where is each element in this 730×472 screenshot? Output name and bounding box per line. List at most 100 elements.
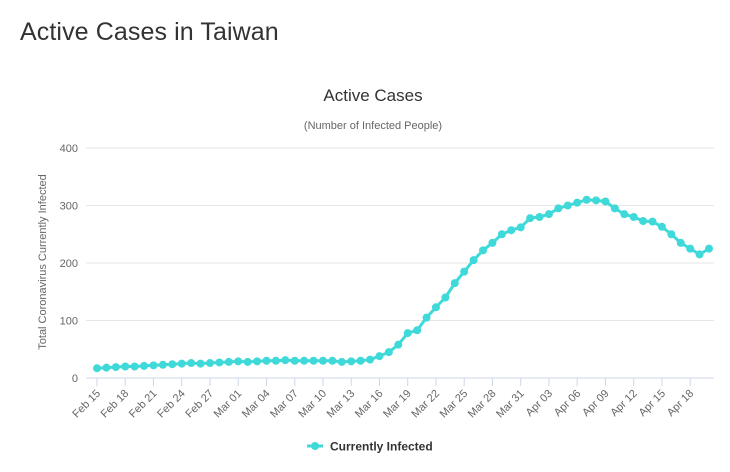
- data-point: [187, 359, 196, 368]
- data-point: [271, 356, 280, 365]
- x-tick-label: Apr 15: [637, 388, 668, 419]
- data-point: [111, 363, 120, 372]
- x-tick-label: Feb 27: [183, 388, 216, 421]
- data-point: [140, 361, 149, 370]
- data-point: [121, 362, 130, 371]
- data-point: [375, 352, 384, 361]
- x-tick-label: Mar 07: [268, 388, 301, 421]
- data-point: [441, 293, 450, 302]
- x-tick-label: Feb 18: [99, 388, 132, 421]
- data-point: [337, 357, 346, 366]
- data-point: [413, 326, 422, 335]
- data-point: [243, 357, 252, 366]
- y-axis-title: Total Coronavirus Currently Infected: [37, 174, 49, 349]
- x-tick-label: Mar 04: [240, 388, 273, 421]
- data-point: [93, 364, 101, 373]
- x-tick-label: Mar 31: [494, 388, 527, 421]
- data-point: [648, 217, 657, 226]
- data-point: [544, 210, 553, 219]
- data-point: [573, 198, 582, 207]
- data-point: [215, 358, 224, 367]
- series-line: [95, 198, 711, 370]
- data-point: [686, 244, 695, 253]
- data-point: [205, 359, 214, 368]
- data-point: [262, 356, 271, 365]
- y-tick-label: 100: [60, 316, 78, 328]
- data-point: [507, 226, 516, 235]
- data-point: [290, 356, 299, 365]
- x-tick-label: Feb 24: [155, 388, 188, 421]
- data-point: [620, 210, 629, 219]
- data-point: [601, 197, 610, 206]
- page-heading: Active Cases in Taiwan: [20, 18, 279, 46]
- x-tick-label: Apr 03: [524, 388, 555, 419]
- x-tick-label: Mar 01: [212, 388, 245, 421]
- data-point: [535, 213, 544, 221]
- data-point: [366, 355, 375, 364]
- data-point: [431, 303, 440, 312]
- data-point: [158, 360, 167, 369]
- data-point: [610, 204, 619, 213]
- data-point: [102, 363, 111, 372]
- legend-marker-icon: [311, 442, 319, 450]
- data-point: [356, 356, 365, 365]
- data-point: [422, 313, 431, 322]
- legend[interactable]: Currently Infected: [307, 440, 433, 454]
- chart-title: Active Cases: [323, 86, 422, 105]
- data-point: [629, 213, 638, 221]
- data-point: [177, 359, 186, 368]
- x-tick-label: Mar 10: [296, 388, 329, 421]
- x-tick-label: Mar 22: [409, 388, 442, 421]
- y-tick-label: 400: [60, 143, 78, 155]
- data-point: [196, 359, 205, 368]
- data-point: [149, 361, 158, 370]
- data-point: [479, 246, 488, 255]
- data-point: [328, 356, 337, 365]
- data-point: [488, 238, 497, 247]
- data-point: [657, 222, 666, 231]
- data-point: [403, 329, 412, 338]
- data-point: [384, 348, 393, 357]
- y-axis-ticks: 0 100 200 300 400: [60, 143, 78, 385]
- data-point: [168, 360, 177, 369]
- data-point: [676, 238, 685, 247]
- data-point: [516, 223, 525, 232]
- x-tick-label: Mar 16: [353, 388, 386, 421]
- data-point: [224, 357, 233, 366]
- data-point: [667, 230, 676, 239]
- data-point: [469, 256, 478, 265]
- x-tick-label: Feb 15: [70, 388, 103, 421]
- legend-label: Currently Infected: [330, 440, 433, 454]
- data-point: [460, 267, 469, 276]
- data-point: [695, 250, 704, 259]
- data-point: [130, 362, 139, 371]
- x-tick-label: Apr 12: [608, 388, 639, 419]
- data-point: [394, 340, 403, 349]
- chart-subtitle: (Number of Infected People): [304, 120, 442, 132]
- y-tick-label: 200: [60, 258, 78, 270]
- data-point: [526, 214, 535, 223]
- x-tick-label: Feb 21: [127, 388, 160, 421]
- data-point: [582, 195, 591, 204]
- x-tick-label: Mar 13: [325, 388, 358, 421]
- x-tick-label: Apr 09: [580, 388, 611, 419]
- series-currently-infected: [93, 195, 713, 373]
- x-tick-label: Mar 19: [381, 388, 414, 421]
- data-point: [234, 357, 243, 366]
- data-point: [639, 217, 648, 226]
- data-point: [554, 204, 563, 213]
- y-tick-label: 300: [60, 201, 78, 213]
- data-point: [592, 196, 601, 205]
- y-tick-label: 0: [72, 373, 78, 385]
- data-point: [497, 230, 506, 239]
- x-tick-label: Mar 28: [466, 388, 499, 421]
- data-point: [563, 201, 572, 210]
- gridlines: [86, 147, 714, 379]
- data-point: [318, 356, 327, 365]
- data-point: [705, 244, 713, 253]
- x-tick-label: Apr 06: [552, 388, 583, 419]
- data-point: [450, 279, 459, 288]
- data-point: [281, 356, 290, 365]
